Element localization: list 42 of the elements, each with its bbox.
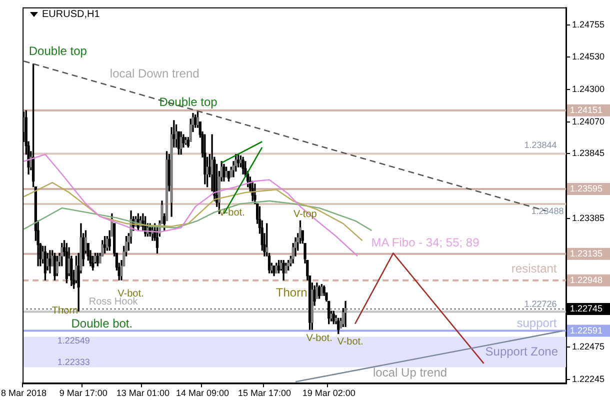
x-tick-label: 9 Mar 17:00 xyxy=(59,388,108,398)
annotation: 1.23844 xyxy=(524,140,557,150)
ref-line-label: 1.22591 xyxy=(570,325,603,336)
annotation: V-bot. xyxy=(306,332,332,344)
annotation: 1.22726 xyxy=(524,299,557,310)
annotation: Double top xyxy=(159,94,218,109)
y-tick-label: 1.24300 xyxy=(572,84,605,94)
ref-line-label: 1.22745 xyxy=(570,304,603,314)
y-tick-label: 1.23385 xyxy=(572,213,605,224)
annotation: V-bot. xyxy=(218,207,245,218)
chart-title: EURUSD,H1 xyxy=(42,8,100,20)
ref-line-label: 1.22948 xyxy=(570,274,603,285)
annotation: Double bot. xyxy=(71,316,133,331)
x-tick-label: 14 Mar 09:00 xyxy=(176,388,230,398)
annotation: V-bot. xyxy=(337,336,364,348)
x-tick-label: 13 Mar 01:00 xyxy=(116,388,170,398)
annotation: Double top xyxy=(28,44,88,58)
y-tick-label: 1.24530 xyxy=(572,51,605,62)
annotation: local Up trend xyxy=(373,366,448,380)
band-label: Support Zone xyxy=(485,344,558,358)
y-tick-label: 1.22475 xyxy=(572,342,605,352)
annotation: Ross Hook xyxy=(88,296,139,308)
x-tick-label: 15 Mar 17:00 xyxy=(238,388,292,398)
annotation: support xyxy=(516,316,558,330)
ref-line-label: 1.23595 xyxy=(570,183,603,194)
x-tick-label: 19 Mar 02:00 xyxy=(302,388,356,398)
y-tick-label: 1.23845 xyxy=(572,148,605,158)
ref-line-label: 1.23135 xyxy=(570,248,603,258)
y-tick-label: 1.22245 xyxy=(572,374,605,384)
annotation: 1.22333 xyxy=(57,357,90,368)
x-tick-label: 8 Mar 2018 xyxy=(1,388,47,398)
annotation: Thorn xyxy=(276,285,308,300)
annotation: resistant xyxy=(511,262,558,276)
y-tick-label: 1.24755 xyxy=(572,20,605,30)
annotation: 1.22549 xyxy=(57,336,90,346)
annotation: Thorn xyxy=(52,305,78,316)
annotation: MA Fibo - 34; 55; 89 xyxy=(371,235,480,250)
ref-line-label: 1.24151 xyxy=(570,104,603,115)
annotation: local Down trend xyxy=(110,66,200,81)
annotation: V-top xyxy=(293,209,318,220)
annotation: 1.23488 xyxy=(531,206,564,216)
y-tick-label: 1.24070 xyxy=(572,116,605,126)
